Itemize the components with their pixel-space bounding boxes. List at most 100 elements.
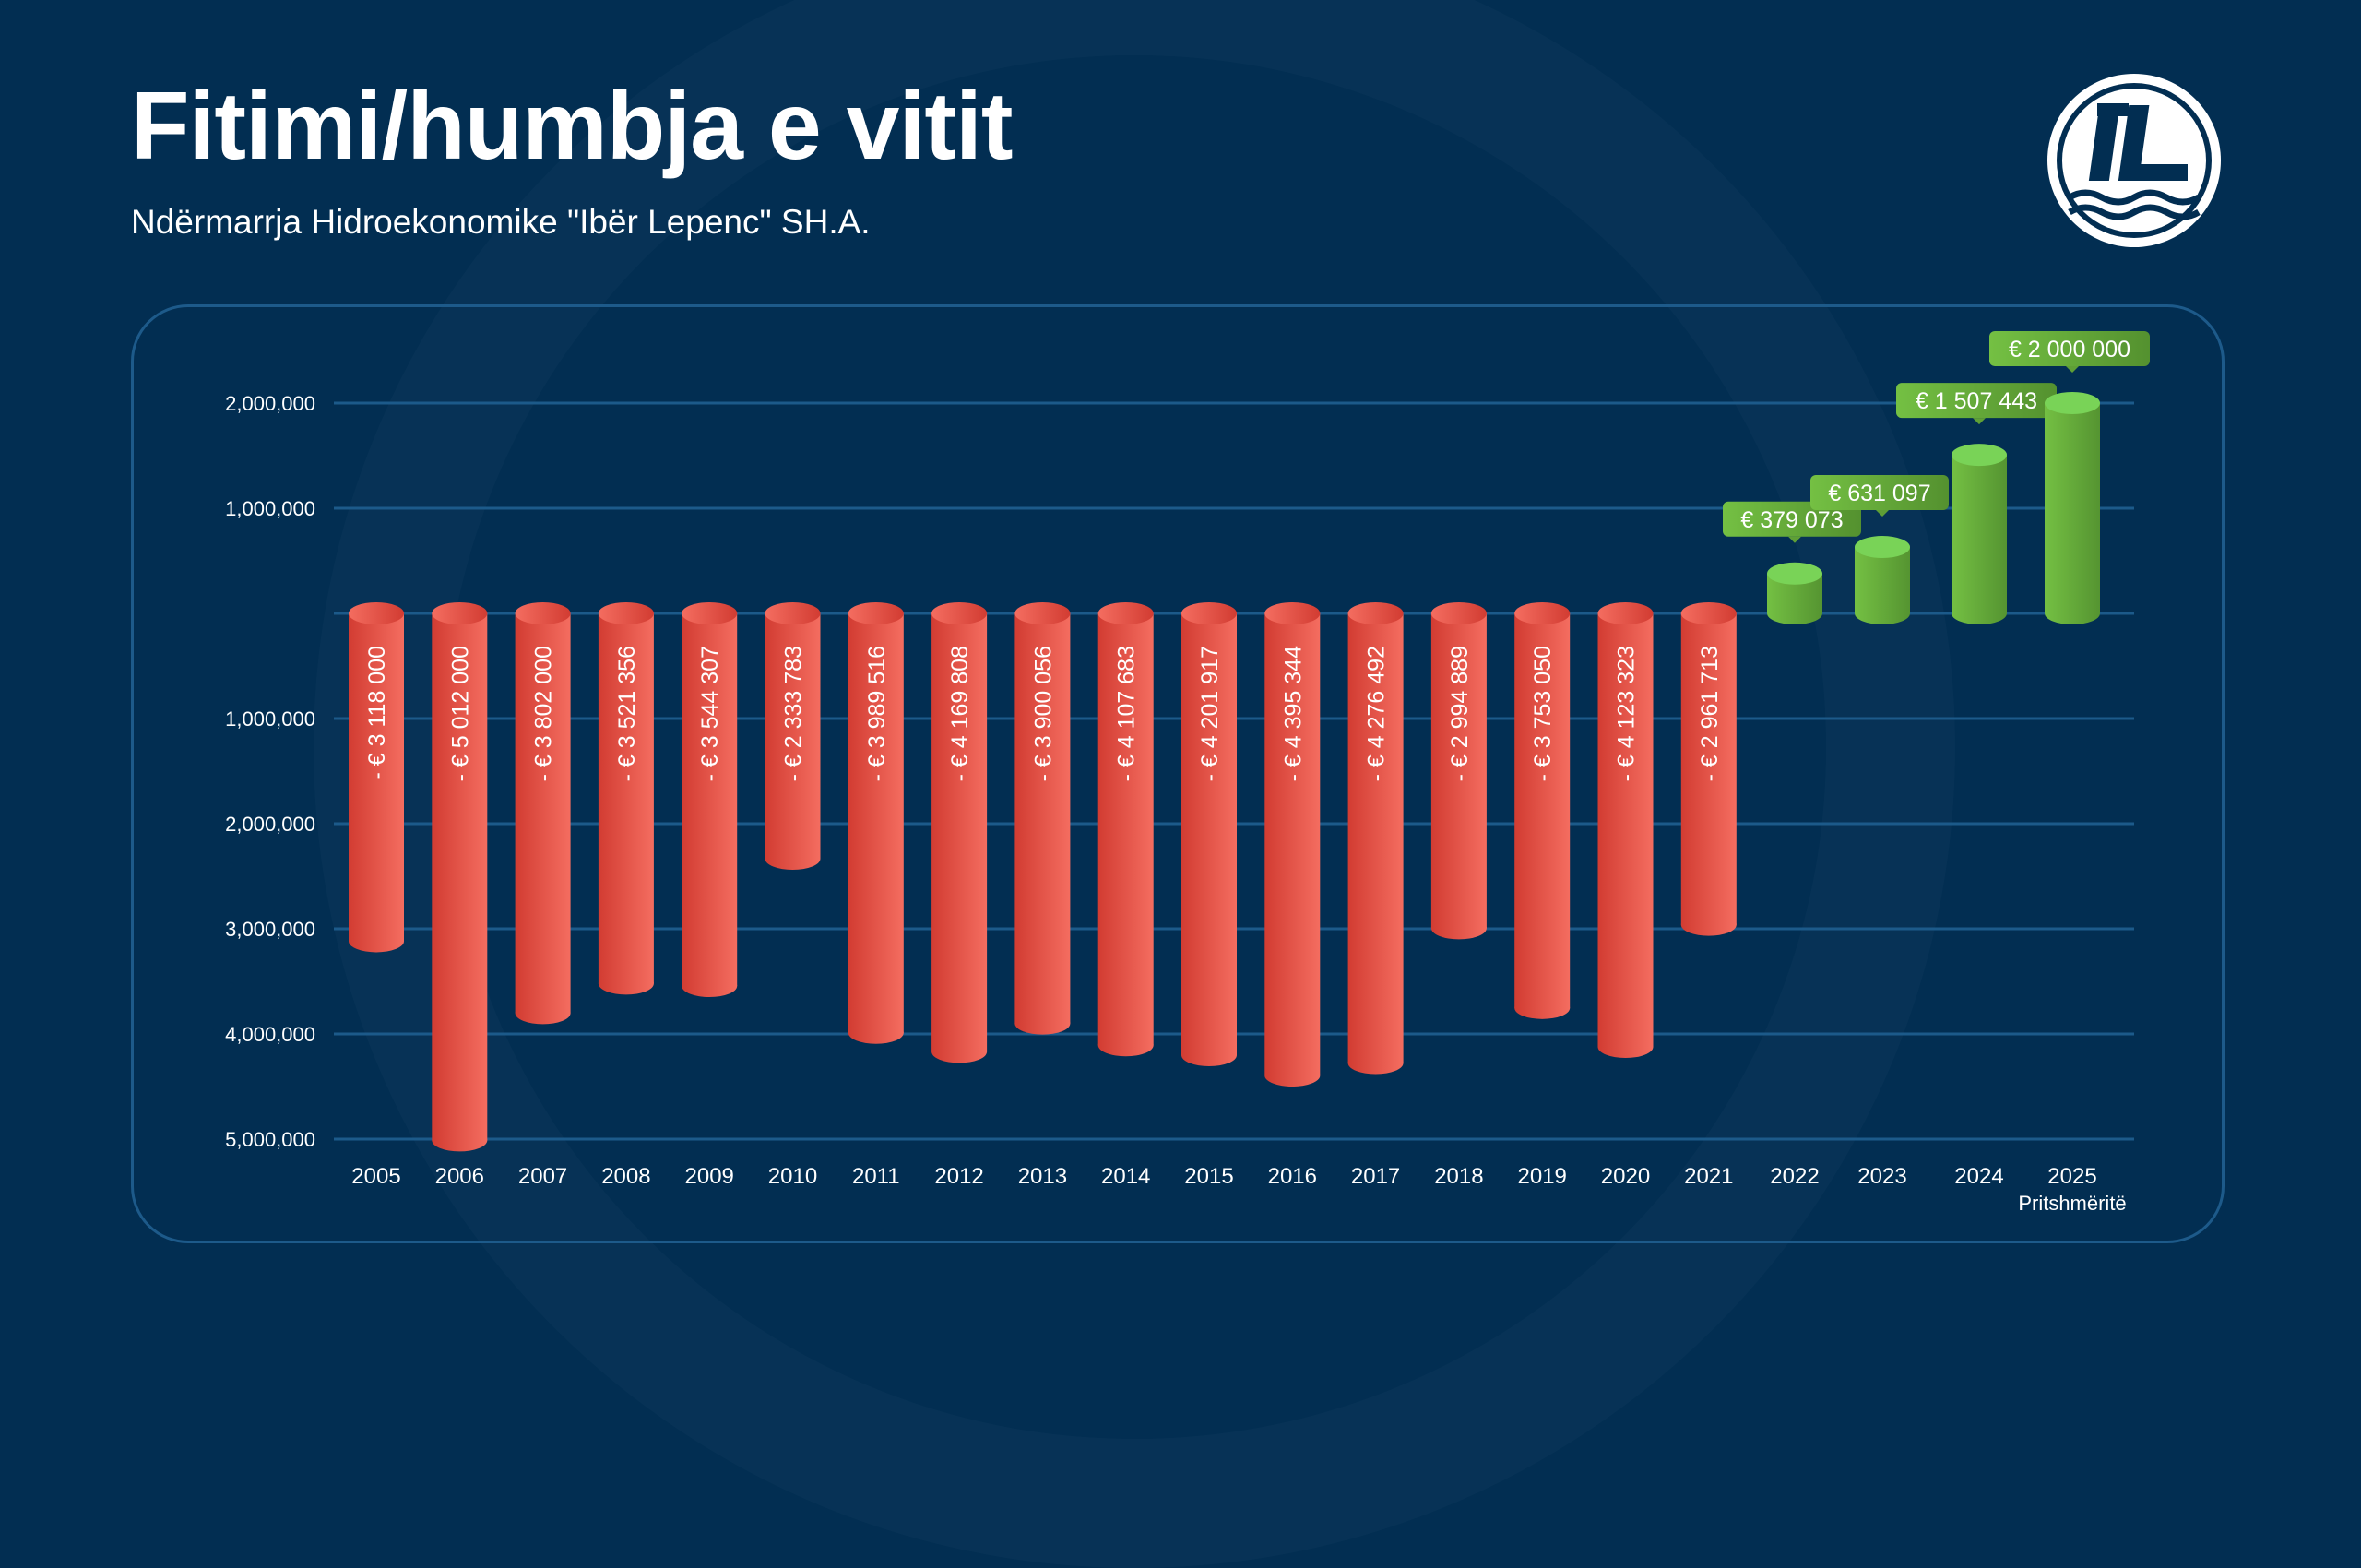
- data-label: - € 4 123 323: [1614, 646, 1640, 781]
- y-tick-label: 4,000,000: [225, 1023, 315, 1046]
- data-label-box: [1723, 501, 1861, 537]
- bar-top: [682, 602, 738, 624]
- data-label: € 631 097: [1828, 481, 1930, 506]
- bar-bottom: [1097, 1034, 1154, 1057]
- x-tick-label: 2006: [435, 1164, 484, 1189]
- bar-bottom: [2045, 602, 2100, 624]
- x-tick-label: 2017: [1351, 1164, 1400, 1189]
- x-tick-label: 2020: [1601, 1164, 1650, 1189]
- bar-bottom: [931, 1040, 988, 1063]
- x-tick-label: 2008: [601, 1164, 650, 1189]
- bar-bottom: [598, 972, 654, 995]
- bar-bottom: [515, 1002, 571, 1025]
- bar-bottom: [682, 975, 738, 998]
- bar-top: [1767, 562, 1822, 585]
- data-label: - € 2 994 889: [1447, 646, 1473, 781]
- x-tick-label: 2023: [1857, 1164, 1906, 1189]
- bar-2019: [1514, 613, 1571, 1008]
- x-tick-label: 2012: [934, 1164, 983, 1189]
- data-label-pointer: [2066, 366, 2079, 373]
- x-tick-label: 2019: [1518, 1164, 1567, 1189]
- bar-bottom: [1264, 1064, 1321, 1087]
- x-tick-label: 2014: [1101, 1164, 1150, 1189]
- y-tick-label: 2,000,000: [225, 813, 315, 836]
- data-label: - € 3 521 356: [614, 646, 640, 781]
- bar-bottom: [1347, 1051, 1404, 1075]
- x-tick-label: 2015: [1184, 1164, 1233, 1189]
- bar-2009: [682, 613, 738, 987]
- data-label: - € 3 544 307: [697, 646, 723, 781]
- y-tick-label: 2,000,000: [225, 392, 315, 415]
- data-label: - € 4 107 683: [1114, 646, 1140, 781]
- x-tick-label: 2009: [685, 1164, 734, 1189]
- bar-2012: [931, 613, 988, 1052]
- data-label: - € 5 012 000: [447, 646, 473, 781]
- bar-bottom: [1181, 1044, 1237, 1067]
- bar-bottom: [1597, 1036, 1654, 1059]
- bar-bottom: [1514, 996, 1571, 1019]
- bar-top: [515, 602, 571, 624]
- data-label: - € 2 333 783: [781, 646, 807, 781]
- bar-bottom: [349, 930, 404, 953]
- bar-2015: [1181, 613, 1237, 1056]
- x-tick-label: 2010: [768, 1164, 817, 1189]
- data-label: - € 3 900 056: [1030, 646, 1056, 781]
- x-tick-label: 2005: [351, 1164, 400, 1189]
- bar-bottom: [1014, 1012, 1071, 1035]
- x-tick-label: 2021: [1684, 1164, 1733, 1189]
- x-tick-label: 2007: [518, 1164, 567, 1189]
- x-tick-label: 2025: [2047, 1164, 2096, 1189]
- bar-2014: [1097, 613, 1154, 1046]
- y-tick-label: 1,000,000: [225, 707, 315, 731]
- data-label-box: [1896, 383, 2057, 419]
- bar-2008: [598, 613, 654, 984]
- bar-chart: 2,000,000 1,000,000 1,000,000 2,000,000 3,00…: [225, 331, 2150, 1215]
- bar-2013: [1014, 613, 1071, 1024]
- bar-bottom: [848, 1021, 904, 1044]
- y-tick-label: 3,000,000: [225, 918, 315, 941]
- bar-2021: [1680, 613, 1737, 925]
- bar-2010: [765, 613, 821, 860]
- bar-top: [1097, 602, 1154, 624]
- bar-2006: [432, 613, 488, 1141]
- y-tick-label: 1,000,000: [225, 497, 315, 520]
- data-label-pointer: [1973, 418, 1986, 425]
- bar-top: [1347, 602, 1404, 624]
- bar-bottom: [1430, 917, 1487, 940]
- x-tick-label: 2024: [1954, 1164, 2003, 1189]
- data-label: € 2 000 000: [2009, 337, 2130, 362]
- bar-2007: [515, 613, 571, 1014]
- bar-bottom: [432, 1129, 488, 1152]
- data-label: - € 3 753 050: [1530, 646, 1556, 781]
- bar-2020: [1597, 613, 1654, 1048]
- bar-2011: [848, 613, 904, 1033]
- forecast-annotation: Pritshmëritë: [2018, 1192, 2126, 1215]
- bar-2016: [1264, 613, 1321, 1076]
- x-tick-label: 2011: [852, 1164, 900, 1189]
- bar-bottom: [765, 848, 821, 871]
- bar-2018: [1430, 613, 1487, 929]
- x-tick-label: 2013: [1018, 1164, 1067, 1189]
- bar-top: [1680, 602, 1737, 624]
- bar-top: [2045, 392, 2100, 414]
- bar-top: [848, 602, 904, 624]
- bar-top: [1952, 444, 2007, 467]
- x-tick-label: 2022: [1770, 1164, 1819, 1189]
- bar-2017: [1347, 613, 1404, 1063]
- data-label-pointer: [1876, 510, 1889, 517]
- data-label: - € 2 961 713: [1697, 646, 1723, 781]
- bar-top: [432, 602, 488, 624]
- chart-panel: [131, 304, 2225, 1243]
- bar-2025: [2045, 403, 2100, 613]
- data-label: € 1 507 443: [1916, 388, 2037, 414]
- page-title: Fitimi/humbja e vitit: [131, 73, 1014, 180]
- company-logo: [2047, 74, 2221, 247]
- bar-top: [1181, 602, 1237, 624]
- bar-2024: [1952, 455, 2007, 613]
- bar-bottom: [1855, 602, 1910, 624]
- x-tick-label: 2016: [1268, 1164, 1317, 1189]
- data-label: - € 3 989 516: [864, 646, 890, 781]
- data-label: € 379 073: [1740, 507, 1843, 533]
- bar-top: [349, 602, 404, 624]
- data-label: - € 4 395 344: [1280, 646, 1306, 781]
